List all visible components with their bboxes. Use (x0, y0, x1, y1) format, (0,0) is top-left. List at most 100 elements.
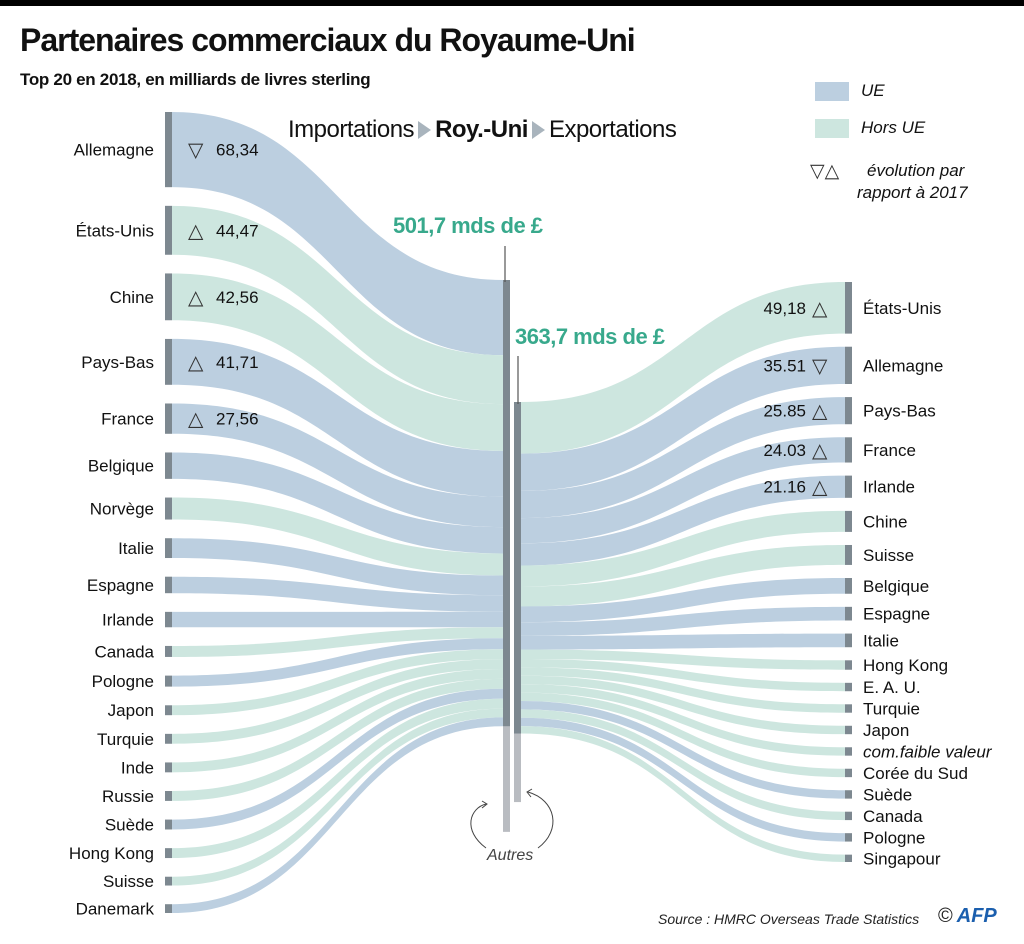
top-bar (0, 0, 1024, 6)
import-node (165, 762, 172, 773)
source-note: Source : HMRC Overseas Trade Statistics (658, 911, 920, 927)
export-partner-label: com.faible valeur (863, 742, 993, 761)
import-node (165, 497, 172, 520)
export-flow (521, 544, 845, 607)
export-node (845, 790, 852, 799)
legend-eu-label: UE (861, 81, 885, 100)
export-node (845, 704, 852, 713)
export-node (845, 510, 852, 532)
import-node (165, 205, 172, 255)
triangle-up-icon: △ (812, 401, 828, 423)
chart-subtitle: Top 20 en 2018, en milliards de livres s… (20, 70, 371, 89)
export-node (845, 397, 852, 425)
import-flow (172, 403, 503, 528)
export-node (845, 660, 852, 670)
export-partner-label: Pologne (863, 828, 925, 847)
export-node (845, 544, 852, 565)
import-value-label: 44,47 (216, 221, 259, 240)
others-label: Autres (486, 847, 533, 864)
triangle-up-icon: △ (812, 440, 828, 462)
import-node (165, 819, 172, 830)
export-partner-label: Italie (863, 631, 899, 650)
import-flow (172, 576, 503, 612)
export-flow (521, 700, 845, 799)
export-node (845, 833, 852, 842)
export-node (845, 282, 852, 334)
import-node (165, 452, 172, 479)
legend-swatch-eu (815, 81, 849, 101)
export-node (845, 437, 852, 463)
export-flow (521, 692, 845, 778)
export-value-label: 25.85 (763, 402, 806, 421)
afp-logo: © AFP (938, 905, 997, 928)
import-node (165, 675, 172, 687)
import-flow (172, 698, 503, 859)
flows (172, 112, 845, 913)
import-node (165, 645, 172, 657)
export-node (845, 811, 852, 821)
export-node (845, 346, 852, 385)
export-node (845, 633, 852, 648)
import-node (165, 611, 172, 628)
triangle-up-icon: △ (188, 220, 204, 242)
export-flow (521, 397, 845, 519)
export-flow (521, 649, 845, 670)
export-partner-label: E. A. U. (863, 678, 921, 697)
export-partner-label: Corée du Sud (863, 764, 968, 783)
import-node (165, 273, 172, 321)
import-flow (172, 659, 503, 744)
exports-total-bar (514, 402, 521, 734)
import-partner-label: Italie (118, 539, 154, 558)
export-flow (521, 282, 845, 454)
arrowhead-icon (526, 788, 533, 798)
import-node (165, 733, 172, 744)
curved-arrow-icon (470, 803, 487, 849)
import-partner-label: Norvège (90, 500, 154, 519)
legend-evolution-line2: rapport à 2017 (857, 183, 968, 202)
import-node (165, 538, 172, 559)
export-partner-label: Singapour (863, 849, 941, 868)
export-node (845, 578, 852, 594)
import-value-label: 41,71 (216, 353, 259, 372)
legend-eu: UE (815, 81, 885, 101)
labels: Allemagne ▽ 68,34 États-Unis △ 44,47 Chine △ 42,… (69, 140, 993, 919)
import-partner-label: Espagne (87, 576, 154, 595)
export-flow (521, 675, 845, 735)
export-flow (521, 510, 845, 587)
legend-evolution-line1: évolution par (867, 161, 965, 180)
import-flow (172, 497, 503, 576)
chart-title: Partenaires commerciaux du Royaume-Uni (20, 22, 636, 58)
export-partner-label: Belgique (863, 577, 929, 596)
export-flow (521, 717, 845, 842)
import-partner-label: Pologne (92, 672, 154, 691)
export-flow (521, 346, 845, 491)
import-flow (172, 708, 503, 886)
export-partner-label: Irlande (863, 478, 915, 497)
import-partner-label: Irlande (102, 611, 154, 630)
import-node (165, 904, 172, 913)
export-partner-label: Suisse (863, 546, 914, 565)
import-partner-label: Suisse (103, 872, 154, 891)
import-node (165, 791, 172, 801)
export-partner-label: Canada (863, 807, 923, 826)
import-partner-label: Russie (102, 787, 154, 806)
import-flow (172, 627, 503, 657)
export-partner-label: Espagne (863, 605, 930, 624)
import-flow (172, 112, 503, 356)
export-node (845, 682, 852, 692)
import-flow (172, 669, 503, 773)
import-partner-label: Canada (94, 642, 154, 661)
copyright-symbol: © (938, 905, 953, 927)
import-value-label: 27,56 (216, 410, 259, 429)
import-node (165, 112, 172, 188)
imports-total-bar (503, 280, 510, 727)
triangle-up-icon: △ (188, 287, 204, 309)
import-node (165, 876, 172, 886)
export-partner-label: Chine (863, 512, 907, 531)
import-partner-label: Allemagne (74, 141, 154, 160)
export-flow (521, 633, 845, 650)
import-partner-label: Chine (110, 288, 154, 307)
import-flow (172, 205, 503, 405)
export-flow (521, 475, 845, 566)
